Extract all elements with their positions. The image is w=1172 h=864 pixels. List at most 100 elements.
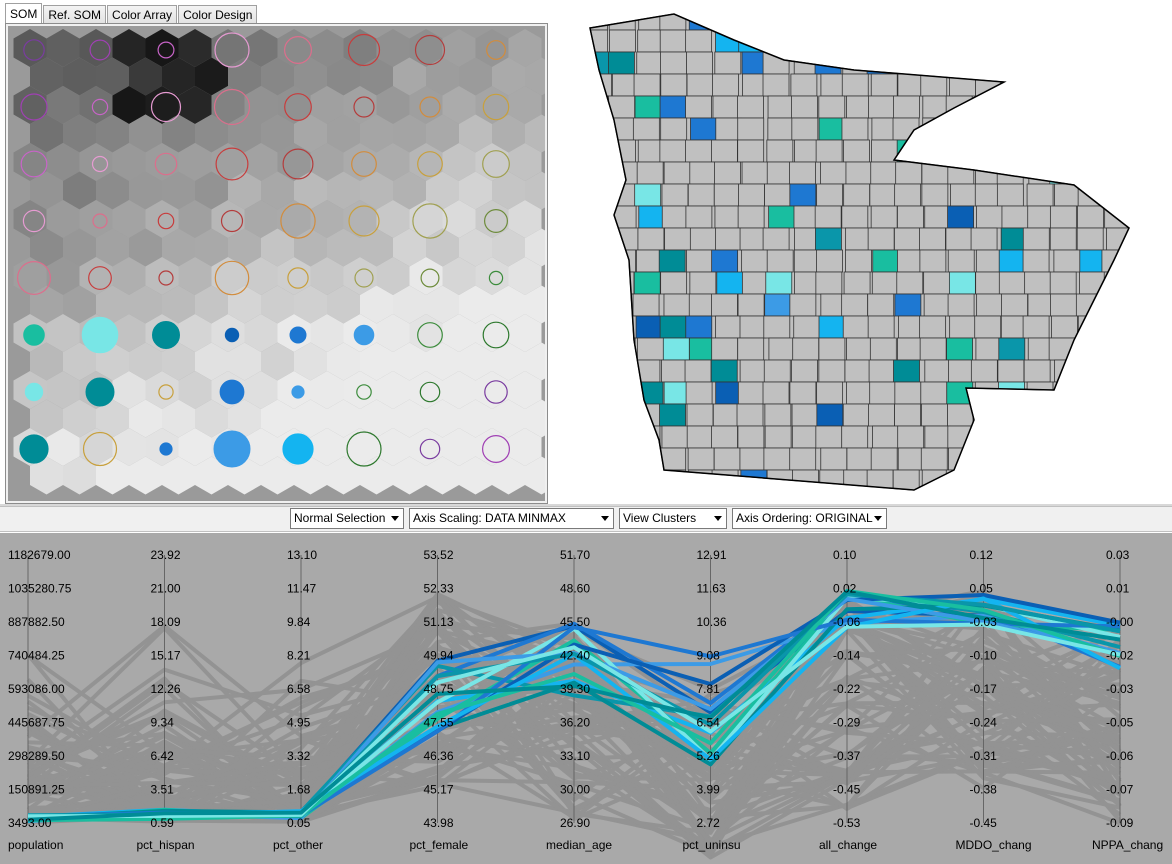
som-node-marker[interactable] — [348, 205, 380, 237]
county[interactable] — [870, 73, 898, 97]
som-node-marker[interactable] — [214, 260, 250, 296]
county[interactable] — [867, 293, 895, 317]
county[interactable] — [841, 117, 869, 141]
county[interactable] — [975, 337, 1003, 361]
som-node-marker[interactable] — [81, 316, 119, 354]
county[interactable] — [919, 227, 946, 251]
county[interactable] — [843, 469, 871, 492]
county[interactable] — [1078, 492, 1104, 504]
som-node-marker[interactable] — [158, 270, 174, 286]
county[interactable] — [1049, 447, 1077, 471]
county[interactable] — [741, 271, 769, 295]
county[interactable] — [1050, 425, 1078, 449]
som-node-marker[interactable] — [150, 91, 182, 123]
som-node[interactable] — [30, 114, 63, 153]
county[interactable] — [1050, 293, 1077, 317]
county[interactable] — [1022, 139, 1050, 163]
som-node[interactable] — [327, 285, 360, 324]
county[interactable] — [870, 161, 898, 185]
county[interactable] — [1000, 29, 1028, 53]
som-node[interactable] — [13, 29, 47, 67]
county[interactable] — [841, 73, 869, 97]
som-node[interactable] — [261, 171, 294, 210]
county[interactable] — [947, 249, 975, 273]
axis-name-label[interactable]: pct_hispan — [137, 838, 195, 852]
county[interactable] — [1000, 51, 1028, 75]
axis-name-label[interactable]: median_age — [546, 838, 612, 852]
county[interactable] — [924, 205, 952, 229]
axis-name-label[interactable]: MDDO_chang — [956, 838, 1032, 852]
county-map[interactable] — [554, 0, 1172, 504]
county[interactable] — [972, 403, 1000, 427]
county[interactable] — [737, 337, 765, 361]
som-node[interactable] — [310, 200, 344, 238]
county[interactable] — [1024, 117, 1052, 141]
som-node-marker[interactable] — [213, 430, 251, 468]
county[interactable] — [789, 381, 817, 405]
county[interactable] — [921, 403, 948, 427]
som-node[interactable] — [525, 285, 545, 324]
som-node[interactable] — [162, 114, 195, 153]
som-node[interactable] — [393, 456, 426, 495]
county[interactable] — [716, 271, 744, 295]
som-node[interactable] — [195, 57, 228, 96]
county[interactable] — [1054, 492, 1080, 504]
county[interactable] — [843, 139, 870, 163]
county[interactable] — [1127, 249, 1154, 273]
county[interactable] — [897, 337, 924, 361]
som-node[interactable] — [393, 171, 426, 210]
som-node[interactable] — [442, 29, 476, 67]
county[interactable] — [582, 95, 609, 119]
county[interactable] — [867, 315, 895, 339]
county[interactable] — [712, 403, 740, 427]
som-node-marker[interactable] — [347, 33, 381, 67]
county[interactable] — [789, 183, 817, 207]
county[interactable] — [842, 403, 870, 427]
county[interactable] — [788, 29, 816, 53]
som-node-marker[interactable] — [414, 34, 446, 66]
som-node[interactable] — [178, 371, 212, 409]
som-node[interactable] — [162, 285, 195, 324]
county[interactable] — [789, 447, 817, 471]
county[interactable] — [975, 249, 1003, 273]
county[interactable] — [1132, 272, 1158, 294]
county[interactable] — [897, 425, 925, 449]
som-node[interactable] — [195, 342, 228, 381]
som-node[interactable] — [46, 143, 80, 181]
county[interactable] — [1104, 381, 1131, 405]
county[interactable] — [607, 381, 634, 405]
county[interactable] — [687, 447, 715, 471]
county[interactable] — [791, 8, 819, 31]
county[interactable] — [1079, 139, 1107, 163]
county[interactable] — [815, 271, 843, 295]
county[interactable] — [974, 95, 1002, 119]
county[interactable] — [895, 161, 923, 185]
county[interactable] — [633, 271, 661, 295]
county[interactable] — [1026, 381, 1054, 405]
county[interactable] — [790, 73, 818, 97]
som-node-marker[interactable] — [19, 434, 49, 464]
som-node[interactable] — [63, 171, 96, 210]
som-node[interactable] — [310, 143, 344, 181]
som-node[interactable] — [178, 428, 212, 466]
som-node-marker[interactable] — [157, 41, 175, 59]
som-node[interactable] — [112, 200, 146, 238]
som-node[interactable] — [112, 428, 146, 466]
county[interactable] — [1051, 469, 1079, 492]
county[interactable] — [997, 359, 1025, 383]
som-node[interactable] — [525, 399, 545, 438]
som-node[interactable] — [442, 428, 476, 466]
som-node[interactable] — [129, 456, 162, 495]
som-node[interactable] — [310, 29, 344, 67]
som-node[interactable] — [228, 228, 261, 267]
som-node-marker[interactable] — [20, 150, 48, 178]
county[interactable] — [1024, 8, 1052, 31]
som-node[interactable] — [327, 57, 360, 96]
axis-name-label[interactable]: pct_female — [410, 838, 469, 852]
county[interactable] — [586, 381, 613, 405]
county[interactable] — [585, 117, 612, 141]
som-node[interactable] — [393, 285, 426, 324]
county[interactable] — [1002, 492, 1028, 504]
county[interactable] — [919, 249, 947, 273]
som-node[interactable] — [244, 86, 278, 124]
